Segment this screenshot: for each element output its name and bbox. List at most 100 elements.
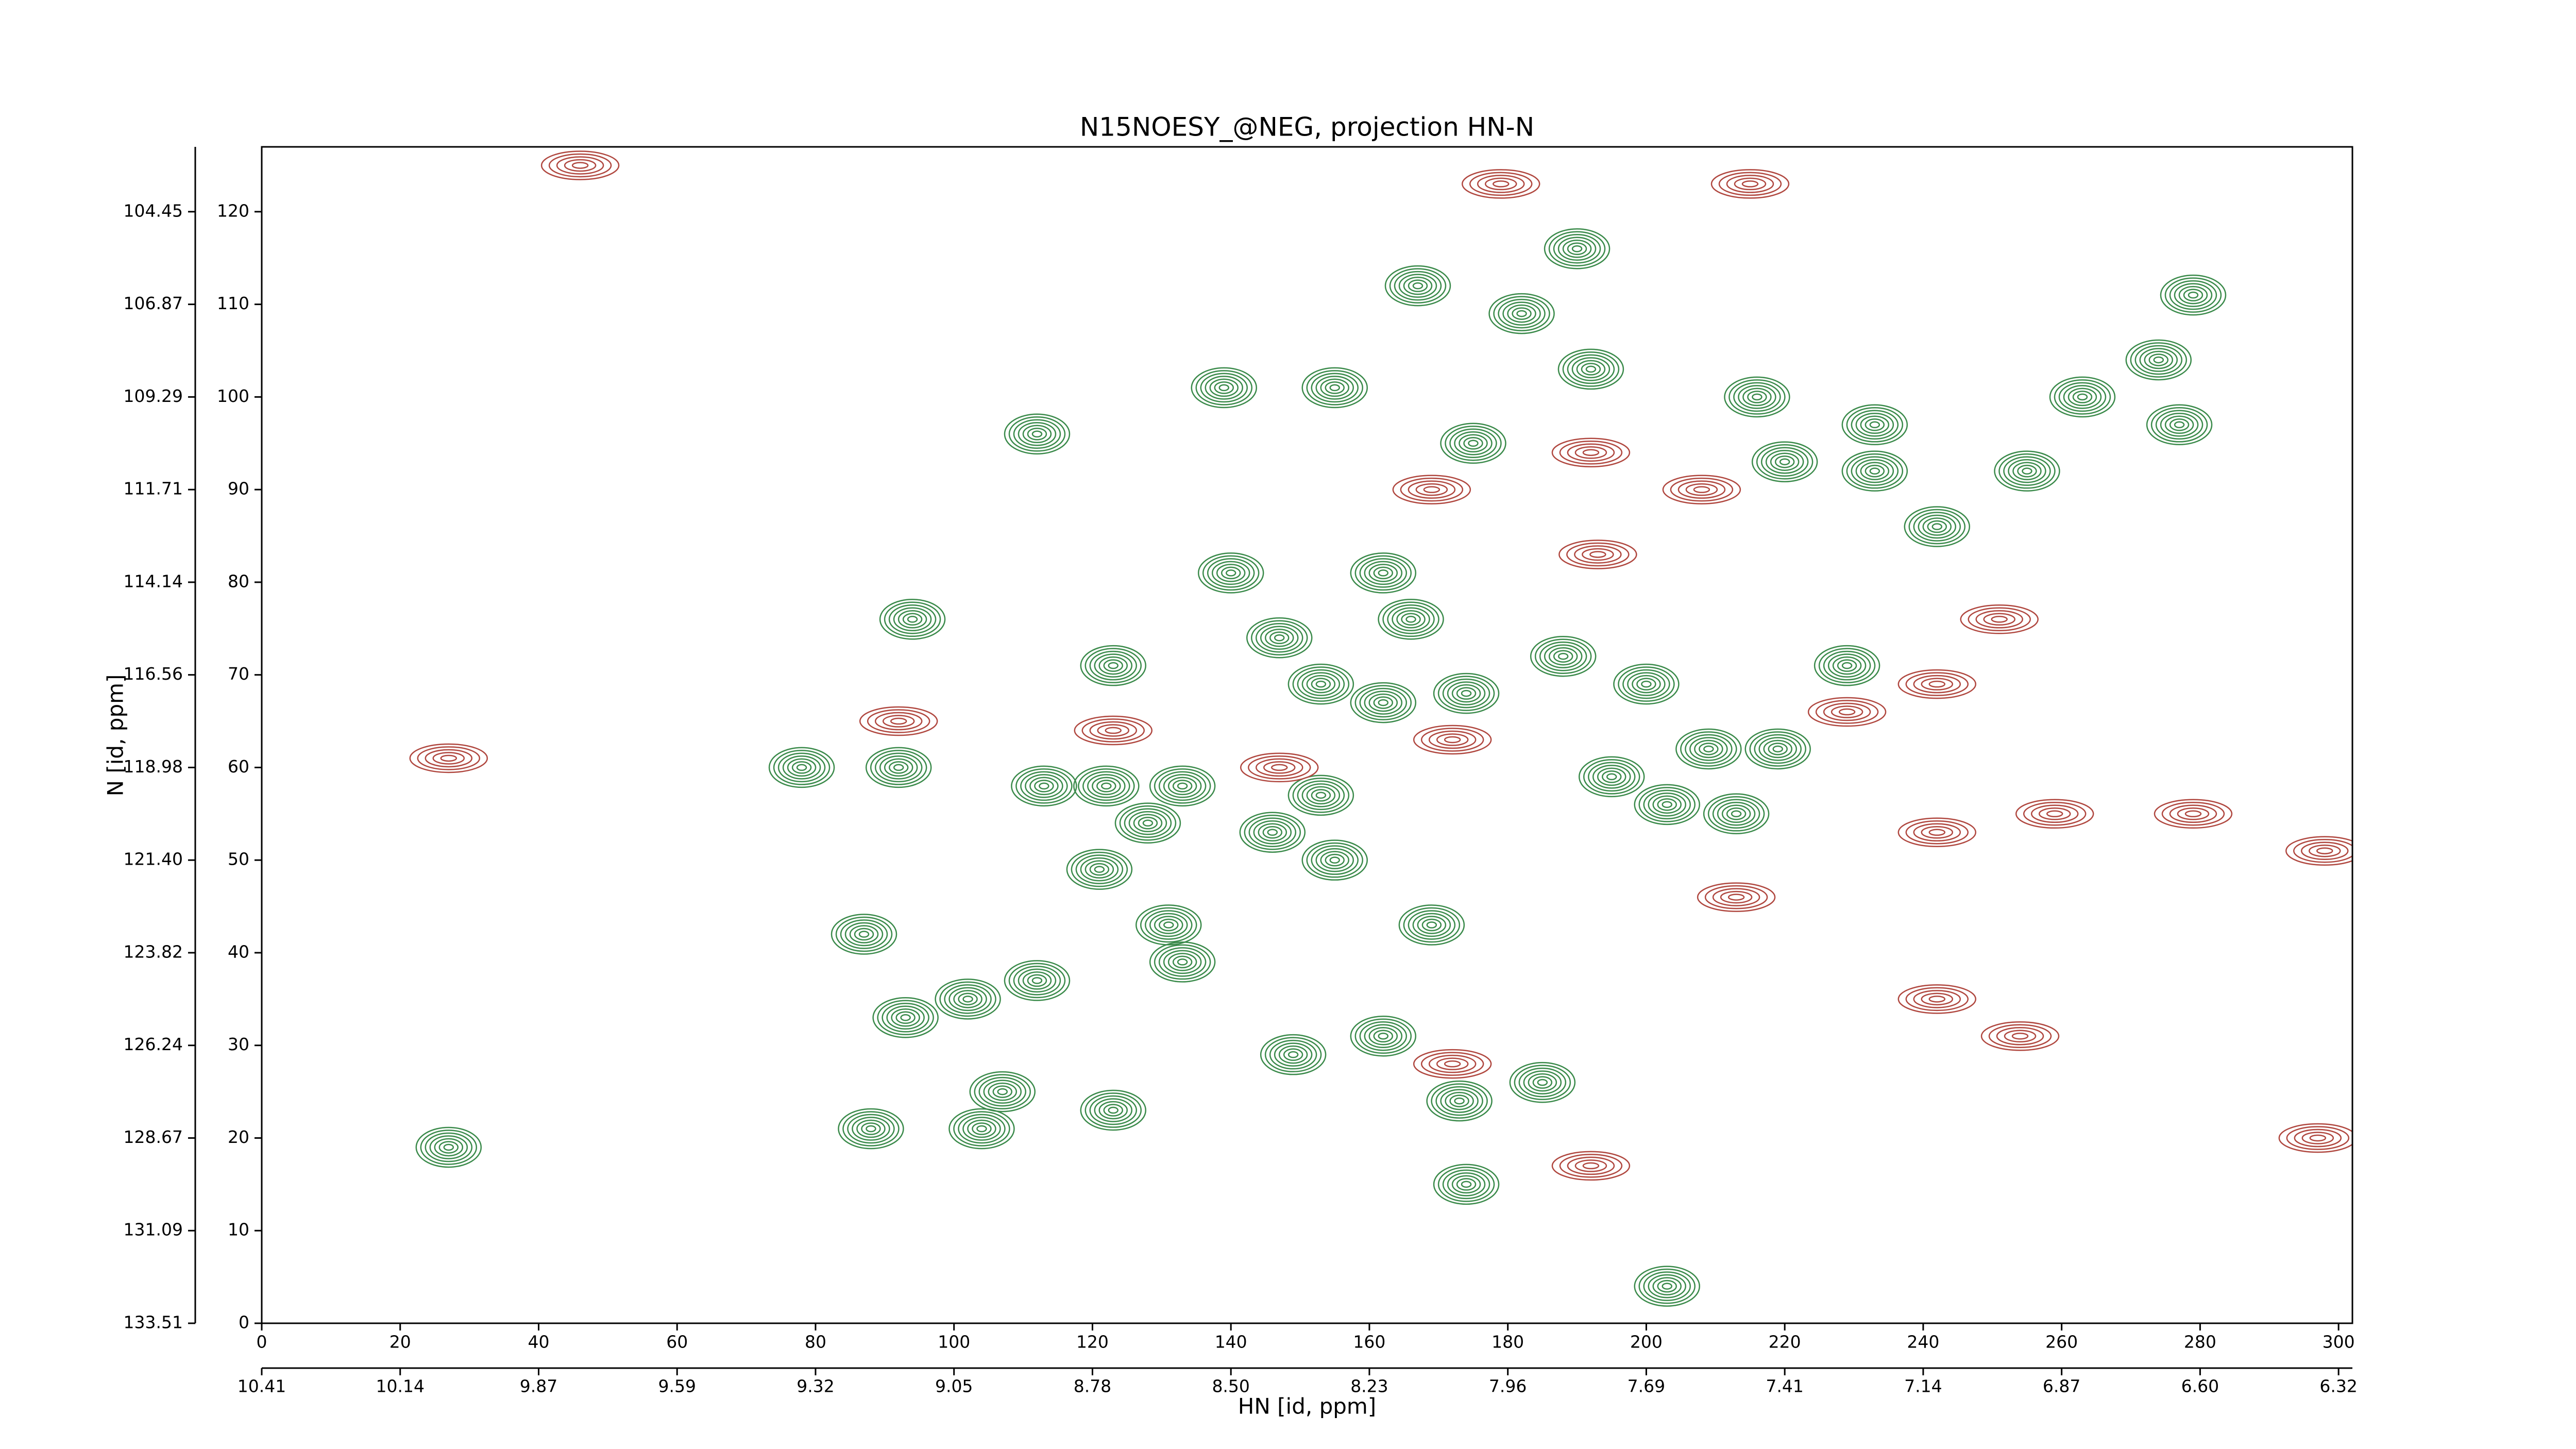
contour-ring [1211, 561, 1250, 585]
contour-ring [1770, 452, 1800, 471]
contour-ring [1484, 177, 1517, 191]
y2-tick-label: 131.09 [124, 1220, 183, 1240]
contour-ring [891, 1008, 920, 1027]
contour-ring [1320, 378, 1349, 397]
contour-ring [1428, 1054, 1477, 1073]
contour-ring [1354, 555, 1412, 591]
contour-ring [1433, 672, 1500, 714]
contour-ring [1648, 1274, 1686, 1299]
contour-ring [1980, 1021, 2060, 1051]
contour-ring [564, 159, 597, 172]
contour-ring [886, 1005, 925, 1030]
contour-ring [972, 1122, 992, 1135]
y2-tick-label: 126.24 [124, 1034, 183, 1054]
contour-ring [1445, 425, 1502, 461]
x-tick-label: 240 [1907, 1332, 1939, 1352]
contour-ring [2316, 847, 2333, 854]
contour-ring [1897, 669, 1977, 699]
contour-ring [1553, 650, 1573, 663]
x-tick-label: 280 [2184, 1332, 2216, 1352]
contour-ring [852, 1117, 890, 1141]
contour-ring [1154, 768, 1211, 804]
contour-ring [1908, 509, 1966, 545]
contour-ring [1073, 765, 1140, 807]
contour-ring [1468, 440, 1479, 447]
contour-ring [1751, 441, 1818, 482]
contour-ring [974, 1074, 1031, 1109]
contour-ring [1306, 842, 1363, 878]
contour-ring [1469, 172, 1533, 196]
contour-ring [1960, 604, 2039, 634]
contour-ring [1449, 428, 1497, 458]
contour-ring [1089, 863, 1110, 876]
contour-ring [1396, 610, 1426, 629]
contour-ring [1897, 817, 1977, 848]
contour-ring [888, 604, 937, 634]
contour-ring [997, 1088, 1008, 1096]
contour-ring [1576, 360, 1606, 379]
contour-ring [1405, 616, 1416, 623]
contour-ring [1081, 718, 1145, 743]
contour-peak [1074, 715, 1153, 746]
contour-ring [1703, 793, 1770, 835]
contour-ring [1084, 648, 1142, 683]
contour-peak [935, 979, 1001, 1020]
contour-peak [1378, 599, 1444, 640]
contour-ring [1742, 387, 1772, 407]
contour-ring [2077, 393, 2088, 401]
contour-ring [787, 758, 817, 777]
contour-ring [1084, 860, 1114, 879]
y-tick-label: 0 [239, 1312, 249, 1333]
contour-ring [1454, 431, 1493, 456]
contour-ring [854, 928, 874, 941]
contour-ring [425, 1132, 473, 1162]
contour-ring [1841, 450, 1908, 492]
contour-ring [1101, 782, 1112, 790]
contour-peak [415, 1126, 482, 1168]
contour-ring [1913, 990, 1961, 1008]
contour-ring [1301, 367, 1368, 409]
contour-ring [440, 754, 457, 762]
contour-peak [409, 743, 488, 773]
y-tick-label: 50 [228, 849, 249, 869]
contour-ring [1677, 480, 1726, 499]
contour-ring [1551, 437, 1631, 467]
contour-ring [2177, 807, 2210, 820]
contour-ring [1931, 523, 1943, 530]
contour-ring [1311, 845, 1359, 875]
contour-ring [2003, 456, 2051, 486]
contour-ring [2030, 804, 2079, 823]
contour-ring [1768, 743, 1788, 755]
contour-peak [1433, 672, 1500, 714]
contour-ring [1670, 477, 1734, 502]
contour-ring [1074, 715, 1153, 746]
contour-peak [1239, 812, 1306, 853]
contour-ring [1301, 839, 1368, 881]
contour-ring [1693, 486, 1710, 493]
contour-ring [1240, 752, 1319, 783]
contour-ring [1994, 450, 2060, 492]
contour-ring [2015, 799, 2094, 829]
contour-ring [2164, 277, 2222, 313]
contour-ring [1587, 762, 1636, 792]
contour-ring [1080, 857, 1119, 882]
contour-ring [1142, 819, 1154, 827]
contour-ring [1022, 971, 1052, 990]
contour-ring [1553, 233, 1601, 264]
contour-ring [2046, 810, 2063, 818]
contour-ring [1585, 365, 1597, 373]
contour-ring [1408, 480, 1456, 499]
contour-ring [1022, 425, 1052, 444]
contour-ring [1727, 894, 1745, 901]
contour-ring [1721, 804, 1751, 823]
contour-ring [1566, 542, 1630, 567]
contour-peak [1710, 169, 1790, 199]
contour-ring [1417, 916, 1447, 934]
contour-ring [953, 1111, 1010, 1147]
x-tick-label: 40 [528, 1332, 549, 1352]
contour-peak [1841, 450, 1908, 492]
x2-tick-label: 9.87 [520, 1376, 557, 1396]
contour-ring [1084, 1092, 1142, 1128]
contour-ring [967, 1119, 996, 1138]
contour-ring [1306, 370, 1363, 406]
